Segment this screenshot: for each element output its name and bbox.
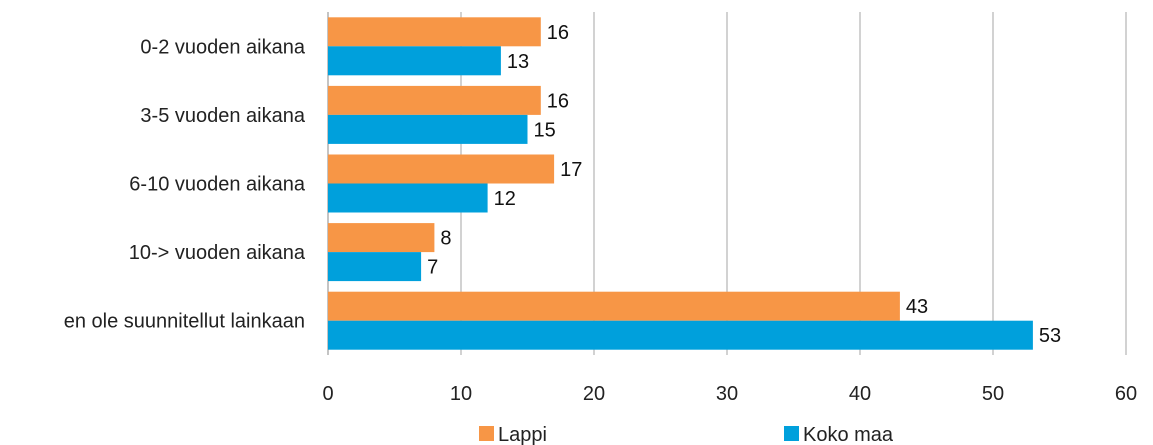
data-label-lappi-3: 8	[440, 228, 451, 250]
category-label-2: 6-10 vuoden aikana	[129, 174, 306, 196]
category-label-1: 3-5 vuoden aikana	[140, 105, 305, 127]
data-label-lappi-4: 43	[906, 296, 928, 318]
category-labels: 0-2 vuoden aikana 3-5 vuoden aikana 6-10 v…	[64, 36, 306, 332]
legend-swatch-lappi	[479, 426, 494, 441]
legend-swatch-koko-maa	[784, 426, 799, 441]
bar-lappi-4	[328, 291, 900, 321]
bar-lappi-1	[328, 85, 541, 115]
data-label-koko-maa-3: 7	[427, 257, 438, 279]
data-label-koko-maa-2: 12	[494, 188, 516, 210]
data-label-lappi-1: 16	[547, 90, 569, 112]
legend: Lappi Koko maa	[479, 424, 894, 445]
data-label-koko-maa-4: 53	[1039, 325, 1061, 347]
data-label-lappi-0: 16	[547, 22, 569, 44]
data-label-koko-maa-0: 13	[507, 51, 529, 73]
x-tick-label-50: 50	[982, 383, 1004, 405]
data-label-koko-maa-1: 15	[534, 119, 556, 141]
bar-koko-maa-2	[328, 183, 488, 213]
x-axis-tick-labels: 0 10 20 30 40 50 60	[322, 383, 1137, 405]
category-label-4: en ole suunnitellut lainkaan	[64, 311, 305, 333]
bar-lappi-2	[328, 154, 555, 184]
x-tick-label-20: 20	[583, 383, 605, 405]
category-label-0: 0-2 vuoden aikana	[140, 36, 305, 58]
legend-label-koko-maa: Koko maa	[803, 424, 894, 445]
bar-lappi-3	[328, 223, 435, 253]
bar-koko-maa-4	[328, 320, 1033, 350]
category-label-3: 10-> vuoden aikana	[129, 242, 306, 264]
bars	[328, 17, 1033, 350]
x-tick-label-10: 10	[450, 383, 472, 405]
bar-koko-maa-3	[328, 252, 422, 282]
x-tick-label-30: 30	[716, 383, 738, 405]
x-tick-label-0: 0	[322, 383, 333, 405]
legend-label-lappi: Lappi	[498, 424, 547, 445]
x-tick-label-60: 60	[1115, 383, 1137, 405]
bar-koko-maa-1	[328, 114, 528, 144]
x-tick-label-40: 40	[849, 383, 871, 405]
data-label-lappi-2: 17	[560, 159, 582, 181]
bar-koko-maa-0	[328, 46, 501, 76]
bar-lappi-0	[328, 17, 541, 47]
